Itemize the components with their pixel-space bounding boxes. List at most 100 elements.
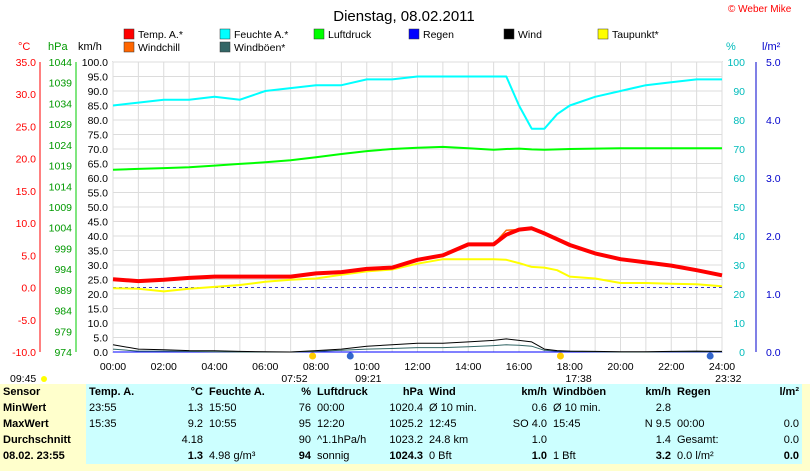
pressure-tick-label: 999: [54, 243, 72, 255]
pressure-tick-label: 1024: [49, 140, 73, 152]
wind-tick-label: 25.0: [88, 275, 109, 287]
sun-marker-label: 07:52: [281, 373, 307, 384]
temp-tick-label: 10.0: [16, 218, 37, 230]
cell: 24.8 km: [426, 432, 494, 448]
cell: ^1.1hPa/h: [314, 432, 380, 448]
temp-tick-label: 5.0: [21, 250, 36, 262]
legend-swatch: [503, 28, 515, 40]
legend-label: Regen: [423, 29, 454, 41]
legend-swatch: [219, 28, 231, 40]
humidity-tick-label: 10: [733, 318, 745, 330]
stats-header-row: Sensor Temp. A. °C Feuchte A. % Luftdruc…: [0, 384, 802, 400]
pressure-tick-label: 1029: [49, 119, 73, 131]
time-tick-label: 10:00: [354, 361, 380, 373]
wind-tick-label: 40.0: [88, 231, 109, 243]
cell: 3.2: [618, 448, 674, 464]
cell: 0.0: [740, 416, 802, 432]
weather-chart: Dienstag, 08.02.2011 © Weber Mike Temp. …: [10, 4, 792, 384]
cell: 10:55: [206, 416, 284, 432]
wind-unit-label: km/h: [78, 41, 102, 53]
cell: Ø 10 min.: [426, 400, 494, 416]
sun-marker-label: 09:21: [355, 373, 381, 384]
cell: 15:50: [206, 400, 284, 416]
rain-tick-label: 0.0: [766, 347, 781, 359]
legend-label: Temp. A.*: [138, 29, 183, 41]
series-lines: [112, 75, 723, 353]
sun-marker-icon: [309, 352, 317, 360]
wind-tick-label: 100.0: [82, 57, 108, 69]
cell: 4.98 g/m³: [206, 448, 284, 464]
legend-item: Regen: [408, 28, 454, 41]
wind-tick-label: 60.0: [88, 173, 109, 185]
gust-header: Windböen: [550, 384, 618, 400]
row-label: MinWert: [3, 402, 47, 414]
pressure-tick-label: 1034: [49, 98, 73, 110]
series-line: [112, 75, 722, 130]
cell: 23:55: [86, 400, 162, 416]
time-tick-label: 22:00: [658, 361, 684, 373]
time-tick-label: 06:00: [252, 361, 278, 373]
gust-unit-header: km/h: [618, 384, 674, 400]
temp-tick-label: -5.0: [18, 315, 36, 327]
wind-tick-label: 95.0: [88, 72, 109, 84]
cell: 1.4: [618, 432, 674, 448]
cell: 0 Bft: [426, 448, 494, 464]
cell: [674, 400, 740, 416]
cell: [740, 400, 802, 416]
wind-tick-label: 70.0: [88, 144, 109, 156]
legend-label: Feuchte A.*: [234, 29, 288, 41]
sun-marker-label: 17:38: [565, 373, 591, 384]
temp-tick-label: 0.0: [21, 283, 36, 295]
pressure-tick-label: 1004: [49, 223, 73, 235]
humidity-tick-label: 40: [733, 231, 745, 243]
axis-unit-labels: °C hPa km/h % l/m²: [18, 41, 781, 53]
cell: 94: [284, 448, 314, 464]
cell: 76: [284, 400, 314, 416]
humidity-tick-label: 100: [727, 57, 745, 69]
pressure-header: Luftdruck: [314, 384, 380, 400]
axis-ticks: 35.0 30.0 25.0 20.0 15.0 10.0 5.0 0.0 -5.0 -10.0 1…: [12, 57, 781, 373]
sensor-header: Sensor: [3, 386, 41, 398]
cell: sonnig: [314, 448, 380, 464]
legend-item: Taupunkt*: [597, 28, 659, 41]
wind-tick-label: 90.0: [88, 86, 109, 98]
rain-tick-label: 1.0: [766, 289, 781, 301]
temp-tick-label: 15.0: [16, 186, 37, 198]
cell: 4.18: [162, 432, 206, 448]
stats-row-min: MinWert 23:55 1.3 15:50 76 00:00 1020.4 …: [0, 400, 802, 416]
time-tick-label: 24:00: [709, 361, 735, 373]
cell: 12:45: [426, 416, 494, 432]
cell: 1020.4: [380, 400, 426, 416]
legend-swatch: [219, 41, 231, 53]
row-label: 08.02. 23:55: [3, 450, 65, 462]
legend-item: Feuchte A.*: [219, 28, 288, 41]
legend-item: Wind: [503, 28, 542, 41]
humidity-tick-label: 30: [733, 260, 745, 272]
sun-markers: 07:52 17:38 09:21 23:32 09:45: [10, 352, 742, 384]
wind-tick-label: 75.0: [88, 130, 109, 142]
stats-row-avg: Durchschnitt 4.18 90 ^1.1hPa/h 1023.2 24…: [0, 432, 802, 448]
pressure-tick-label: 1044: [49, 57, 73, 69]
time-tick-label: 04:00: [201, 361, 227, 373]
humidity-tick-label: 70: [733, 144, 745, 156]
rain-unit-label: l/m²: [762, 41, 781, 53]
time-tick-label: 08:00: [303, 361, 329, 373]
stats-row-max: MaxWert 15:35 9.2 10:55 95 12:20 1025.2 …: [0, 416, 802, 432]
cell: 1.0: [494, 448, 550, 464]
rain-header: Regen: [674, 384, 740, 400]
chart-legend: Temp. A.* Feuchte A.* Luftdruck Regen Wind Ta…: [123, 28, 659, 54]
temp-tick-label: 20.0: [16, 154, 37, 166]
statistics-panel: Sensor Temp. A. °C Feuchte A. % Luftdruc…: [0, 384, 810, 471]
cell: 12:20: [314, 416, 380, 432]
legend-item: Windchill: [123, 41, 180, 54]
pressure-tick-label: 1009: [49, 202, 73, 214]
cell: Gesamt:: [674, 432, 740, 448]
day-start-label: 09:45: [10, 373, 36, 384]
series-line: [112, 258, 723, 293]
wind-unit-header: km/h: [494, 384, 550, 400]
legend-swatch: [313, 28, 325, 40]
legend-label: Taupunkt*: [612, 29, 659, 41]
humidity-tick-label: 20: [733, 289, 745, 301]
rain-tick-label: 4.0: [766, 115, 781, 127]
pressure-unit-header: hPa: [380, 384, 426, 400]
